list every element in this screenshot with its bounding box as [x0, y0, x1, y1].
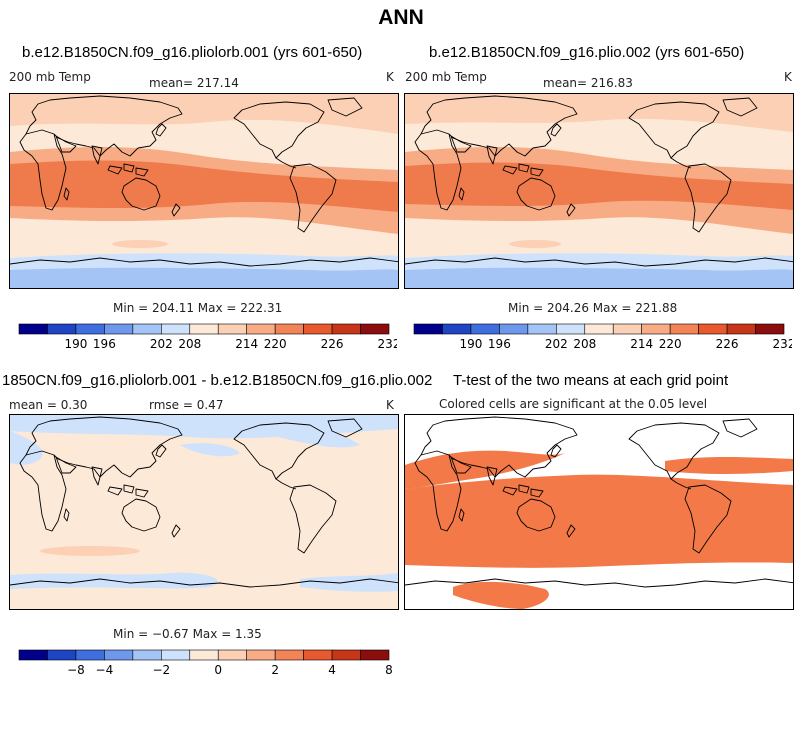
colorbar-2-tick-label: 208 [573, 337, 596, 351]
colorbar-2-swatch [726, 323, 756, 335]
colorbar-3-swatch [274, 649, 304, 661]
colorbar-3-swatch [18, 649, 48, 661]
colorbar-2-tick-label: 214 [630, 337, 653, 351]
panel2-field [405, 94, 793, 288]
colorbar-1-tick-label: 196 [93, 337, 116, 351]
colorbar-1-swatch [18, 323, 48, 335]
panel1-minmax: Min = 204.11 Max = 222.31 [113, 301, 283, 315]
panel1-map [9, 93, 399, 289]
panel1-field [10, 94, 398, 288]
colorbar-2-tick-label: 232 [773, 337, 792, 351]
colorbar-1-swatch [246, 323, 276, 335]
colorbar-3-swatch [47, 649, 77, 661]
colorbar-1-tick-label: 226 [321, 337, 344, 351]
colorbar-1-swatch [217, 323, 247, 335]
panel2-units: K [784, 70, 792, 84]
panel2-mean: mean= 216.83 [543, 76, 633, 90]
colorbar-1-swatch [161, 323, 191, 335]
colorbar-1-swatch [360, 323, 390, 335]
colorbar-3-tick-label: 0 [214, 663, 222, 677]
colorbar-1-swatch [75, 323, 105, 335]
colorbar-1-swatch [132, 323, 162, 335]
colorbar-3-tick-label: −4 [96, 663, 114, 677]
panel1-mean: mean= 217.14 [149, 76, 239, 90]
colorbar-2-swatch [584, 323, 614, 335]
colorbar-3-swatch [132, 649, 162, 661]
colorbar-1-tick-label: 232 [378, 337, 397, 351]
panel4-subtitle: Colored cells are significant at the 0.0… [439, 397, 708, 411]
colorbar-2-swatch [698, 323, 728, 335]
panel3-rmse: rmse = 0.47 [149, 398, 224, 412]
colorbar-3-svg: −8 −4 −2 0 2 4 8 [18, 649, 393, 677]
colorbar-3-swatch [217, 649, 247, 661]
colorbar-3-tick-label: 4 [328, 663, 336, 677]
panel1-units: K [386, 70, 394, 84]
panel3-units: K [386, 398, 394, 412]
colorbar-3: −8 −4 −2 0 2 4 8 [17, 648, 397, 678]
panel2-minmax: Min = 204.26 Max = 221.88 [508, 301, 678, 315]
colorbar-2-swatch [612, 323, 642, 335]
colorbar-2-swatch [499, 323, 529, 335]
colorbar-3-swatch [331, 649, 361, 661]
colorbar-1-tick-label: 214 [235, 337, 258, 351]
colorbar-1-swatch [274, 323, 304, 335]
colorbar-3-swatch [246, 649, 276, 661]
colorbar-3-tick-label: −2 [152, 663, 170, 677]
colorbar-1-tick-label: 190 [64, 337, 87, 351]
panel1-title: b.e12.B1850CN.f09_g16.pliolorb.001 (yrs … [22, 44, 363, 61]
panel3-title: 1850CN.f09_g16.pliolorb.001 - b.e12.B185… [2, 372, 433, 389]
panel4-title: T-test of the two means at each grid poi… [453, 372, 729, 389]
colorbar-2-swatch [470, 323, 500, 335]
colorbar-1-tick-label: 220 [264, 337, 287, 351]
colorbar-2: 190 196 202 208 214 220 226 232 [412, 322, 792, 352]
panel4-field [405, 415, 793, 609]
colorbar-1-tick-label: 202 [150, 337, 173, 351]
panel1-variable: 200 mb Temp [9, 70, 91, 84]
colorbar-3-swatch [75, 649, 105, 661]
panel2-map [404, 93, 794, 289]
colorbar-2-swatch [556, 323, 586, 335]
colorbar-1-swatch [104, 323, 134, 335]
colorbar-2-swatch [755, 323, 785, 335]
panel3-field [10, 415, 398, 609]
colorbar-3-swatch [189, 649, 219, 661]
colorbar-2-swatch [413, 323, 443, 335]
colorbar-2-tick-label: 226 [716, 337, 739, 351]
colorbar-3-tick-label: −8 [67, 663, 85, 677]
colorbar-3-tick-label: 2 [271, 663, 279, 677]
colorbar-2-swatch [442, 323, 472, 335]
colorbar-3-swatch [303, 649, 333, 661]
colorbar-1-swatch [331, 323, 361, 335]
colorbar-3-swatch [104, 649, 134, 661]
colorbar-3-tick-label: 8 [385, 663, 393, 677]
main-title: ANN [378, 6, 424, 29]
colorbar-2-swatch [641, 323, 671, 335]
colorbar-1-svg: 190 196 202 208 214 220 226 232 [18, 323, 397, 351]
colorbar-2-tick-label: 190 [459, 337, 482, 351]
panel3-map [9, 414, 399, 610]
colorbar-2-swatch [669, 323, 699, 335]
colorbar-2-svg: 190 196 202 208 214 220 226 232 [413, 323, 792, 351]
colorbar-1: 190 196 202 208 214 220 226 232 [17, 322, 397, 352]
panel3-mean: mean = 0.30 [9, 398, 88, 412]
colorbar-2-tick-label: 220 [659, 337, 682, 351]
colorbar-1-tick-label: 208 [178, 337, 201, 351]
colorbar-2-tick-label: 196 [488, 337, 511, 351]
colorbar-2-swatch [527, 323, 557, 335]
panel2-variable: 200 mb Temp [405, 70, 487, 84]
colorbar-2-tick-label: 202 [545, 337, 568, 351]
colorbar-1-swatch [189, 323, 219, 335]
panel3-minmax: Min = −0.67 Max = 1.35 [113, 627, 262, 641]
panel4-map [404, 414, 794, 610]
colorbar-1-swatch [303, 323, 333, 335]
panel2-title: b.e12.B1850CN.f09_g16.plio.002 (yrs 601-… [429, 44, 745, 61]
colorbar-1-swatch [47, 323, 77, 335]
colorbar-3-swatch [161, 649, 191, 661]
colorbar-3-swatch [360, 649, 390, 661]
